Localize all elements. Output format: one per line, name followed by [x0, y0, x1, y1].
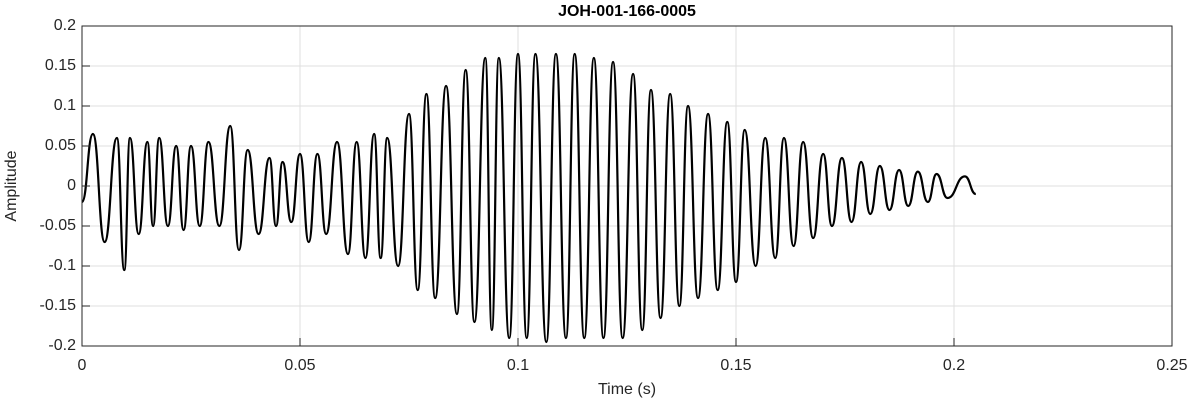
y-tick-label: -0.2: [48, 337, 76, 354]
y-tick-label: -0.1: [48, 257, 76, 274]
x-tick-label: 0.2: [943, 357, 965, 374]
y-tick-label: -0.05: [40, 217, 77, 234]
chart-title: JOH-001-166-0005: [558, 3, 696, 20]
plot: [80, 52, 977, 344]
y-axis-label: Amplitude: [3, 150, 20, 221]
x-tick-label: 0.05: [284, 357, 315, 374]
x-tick-label: 0.1: [507, 357, 529, 374]
y-tick-label: 0.1: [54, 97, 76, 114]
waveform-line: [80, 52, 977, 344]
x-tick-label: 0.25: [1156, 357, 1187, 374]
x-tick-label: 0.15: [720, 357, 751, 374]
y-tick-label: 0.05: [45, 137, 76, 154]
y-tick-label: 0.15: [45, 57, 76, 74]
y-tick-label: 0.2: [54, 17, 76, 34]
y-tick-label: -0.15: [40, 297, 77, 314]
x-tick-label: 0: [78, 357, 87, 374]
y-tick-label: 0: [67, 177, 76, 194]
x-axis-label: Time (s): [598, 381, 656, 398]
